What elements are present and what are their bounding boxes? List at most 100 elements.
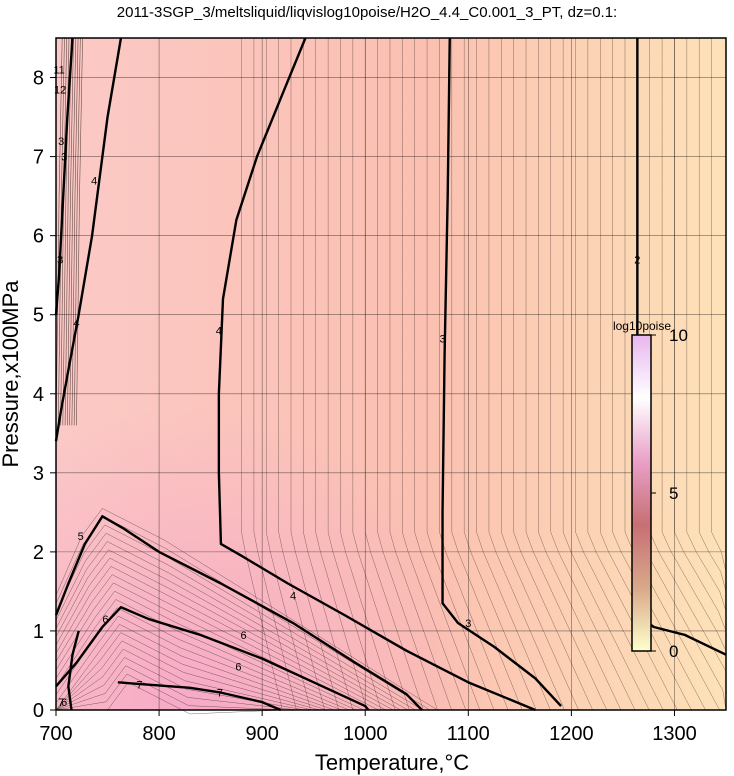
minor-contour-line (57, 37, 65, 426)
major-contour-6 (55, 606, 370, 711)
minor-contour-line (55, 566, 386, 711)
minor-contour-line (266, 38, 311, 711)
minor-contours (55, 37, 727, 715)
minor-contour-line (389, 38, 452, 711)
minor-contour-line (55, 665, 298, 711)
minor-contour-line (278, 38, 325, 711)
minor-contour-line (686, 38, 727, 710)
contour-label: 11 (53, 65, 64, 77)
minor-contour-line (661, 38, 727, 710)
minor-contour-line (501, 38, 579, 711)
minor-contour-line (55, 624, 335, 711)
minor-contour-line (439, 38, 509, 711)
contour-label: 12 (54, 84, 66, 96)
x-tick-label: 1000 (343, 723, 388, 745)
y-axis: 0 1 2 3 4 5 6 7 8 (33, 68, 56, 722)
y-tick-label: 5 (33, 305, 44, 327)
minor-contour-line (55, 615, 342, 711)
minor-contour-line (71, 37, 79, 426)
minor-contour-line (60, 37, 68, 426)
minor-contour-line (303, 38, 354, 711)
x-axis: 700 800 900 1000 1100 1200 1300 (39, 710, 697, 745)
minor-contour-line (377, 38, 438, 711)
minor-contour-line (73, 37, 81, 426)
minor-contour-line (550, 38, 636, 711)
y-tick-label: 0 (33, 700, 44, 722)
minor-contour-line (290, 38, 340, 711)
minor-contour-line (55, 582, 372, 711)
contour-label: 6 (235, 662, 241, 674)
contour-label: 3 (61, 152, 67, 164)
contour-label: 4 (74, 318, 80, 330)
minor-contour-line (55, 557, 394, 711)
minor-contour-line (55, 673, 291, 711)
minor-contour-line (55, 648, 313, 711)
major-contour-3 (441, 37, 562, 707)
minor-contour-line (55, 599, 357, 711)
x-tick-label: 800 (142, 723, 175, 745)
x-tick-label: 700 (39, 723, 72, 745)
minor-contour-line (55, 590, 364, 711)
contour-label: 6 (61, 697, 67, 709)
minor-contour-line (67, 37, 74, 426)
y-tick-label: 2 (33, 542, 44, 564)
plot-pink-region (56, 38, 726, 710)
major-contour-3 (54, 37, 74, 315)
contour-label: 7 (58, 697, 64, 709)
colorbar-tick-label: 5 (669, 484, 678, 503)
contour-label: 3 (465, 618, 471, 630)
minor-contour-line (538, 38, 622, 711)
plot-frame (55, 37, 727, 711)
x-axis-label: Temperature,°C (315, 750, 469, 775)
minor-contour-line (55, 524, 423, 711)
x-tick-label: 1300 (652, 723, 697, 745)
minor-contour-line (55, 632, 328, 711)
minor-contour-line (414, 38, 481, 711)
minor-contour-line (513, 38, 593, 711)
minor-contour-line (525, 38, 608, 711)
minor-contour-line (76, 37, 83, 426)
contour-label: 4 (91, 175, 97, 187)
contour-label: 3 (439, 333, 445, 345)
major-contour-4 (217, 37, 536, 712)
colorbar-tick-label: 10 (669, 326, 688, 345)
y-tick-label: 4 (33, 384, 44, 406)
contour-label: 6 (102, 614, 108, 626)
minor-contour-line (402, 38, 466, 711)
minor-contour-line (327, 38, 382, 711)
contour-label: 6 (241, 630, 247, 642)
major-contour-5 (54, 515, 423, 711)
y-tick-label: 3 (33, 463, 44, 485)
major-contour-4 (54, 37, 123, 442)
minor-contour-line (55, 574, 379, 711)
y-axis-label: Pressure,x100MPa (0, 280, 23, 468)
colorbar-tick-label: 0 (669, 642, 678, 661)
contour-label: 7 (136, 680, 142, 692)
minor-contour-line (575, 38, 664, 711)
minor-contour-line (55, 549, 401, 711)
minor-contour-line (624, 38, 720, 711)
minor-contour-line (451, 38, 523, 711)
contour-label: 3 (58, 136, 64, 148)
minor-contour-line (587, 38, 678, 711)
minor-contour-line (315, 38, 368, 711)
minor-contour-line (55, 541, 409, 711)
contour-label: 3 (57, 254, 63, 266)
colorbar-label: log10poise (613, 319, 671, 333)
y-tick-label: 8 (33, 68, 44, 90)
minor-contour-line (562, 38, 650, 711)
contour-label: 4 (216, 326, 222, 338)
minor-contour-line (69, 37, 77, 426)
minor-contour-line (476, 38, 551, 711)
x-tick-label: 1100 (447, 723, 490, 745)
contour-label: 7 (217, 688, 223, 700)
chart-title: 2011-3SGP_3/meltsliquid/liqvislog10poise… (117, 4, 617, 21)
minor-contour-line (426, 38, 495, 711)
contour-label: 4 (290, 590, 296, 602)
x-tick-label: 1200 (549, 723, 594, 745)
x-tick-label: 900 (245, 723, 278, 745)
major-contour-7 (117, 681, 282, 712)
